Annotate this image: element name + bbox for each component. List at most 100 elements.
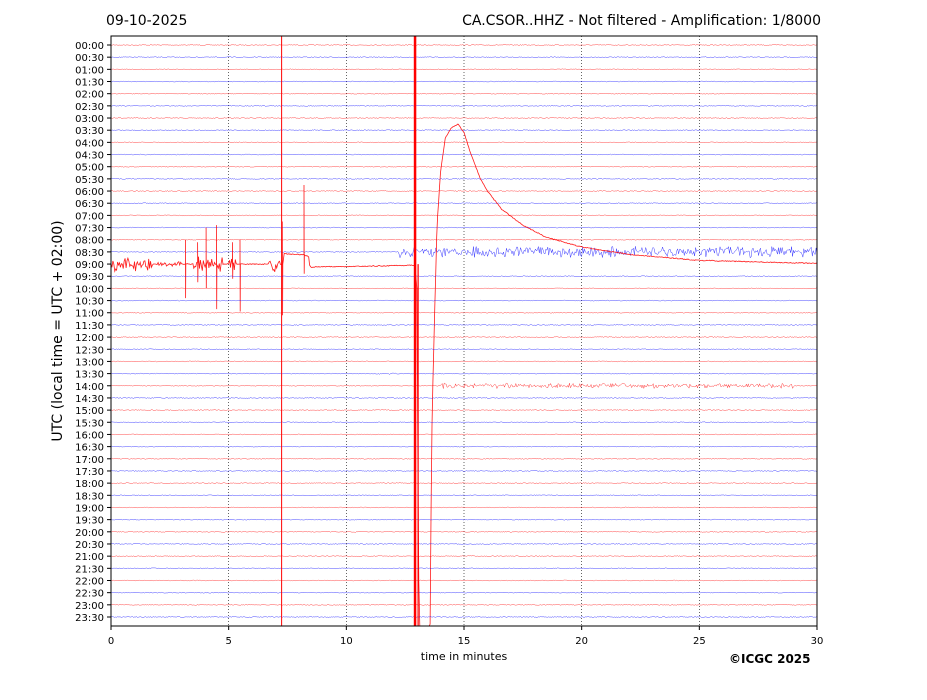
- y-tick-label: 07:00: [75, 211, 104, 222]
- trace-row-0800: [111, 238, 818, 241]
- grid: [228, 36, 700, 626]
- copyright: ©ICGC 2025: [729, 652, 811, 666]
- trace-row-0230: [110, 105, 818, 107]
- y-tick-label: 19:00: [75, 503, 104, 514]
- y-tick-label: 21:30: [75, 564, 104, 575]
- y-tick-label: 01:30: [75, 78, 104, 89]
- y-tick-label: 10:00: [75, 284, 104, 295]
- date-label: 09-10-2025: [106, 13, 187, 29]
- x-tick-label: 5: [225, 636, 231, 647]
- y-tick-label: 03:00: [75, 114, 104, 125]
- y-tick-label: 16:30: [75, 443, 104, 454]
- y-tick-label: 22:00: [75, 576, 104, 587]
- trace-row-0330: [110, 129, 818, 131]
- y-tick-label: 08:00: [75, 236, 104, 247]
- trace-row-0730: [110, 226, 818, 229]
- trace-row-1900: [110, 506, 818, 509]
- trace-row-0830: [110, 245, 818, 259]
- y-tick-label: 14:00: [75, 382, 104, 393]
- trace-row-0500: [110, 165, 818, 168]
- y-tick-label: 11:30: [75, 321, 104, 332]
- trace-row-0100: [110, 68, 818, 71]
- trace-row-2130: [110, 567, 818, 570]
- trace-row-0200: [110, 92, 818, 95]
- trace-row-0000: [110, 44, 818, 46]
- x-axis-label: time in minutes: [421, 650, 508, 663]
- y-tick-label: 07:30: [75, 224, 104, 235]
- y-tick-label: 17:00: [75, 455, 104, 466]
- y-tick-label: 17:30: [75, 467, 104, 478]
- y-tick-label: 05:30: [75, 175, 104, 186]
- y-tick-label: 12:30: [75, 345, 104, 356]
- y-tick-label: 09:00: [75, 260, 104, 271]
- y-tick-label: 19:30: [75, 516, 104, 527]
- trace-row-0300: [110, 117, 818, 119]
- chart-title: CA.CSOR..HHZ - Not filtered - Amplificat…: [462, 13, 821, 29]
- y-tick-label: 09:30: [75, 272, 104, 283]
- y-tick-label: 15:00: [75, 406, 104, 417]
- trace-row-0630: [110, 202, 818, 205]
- trace-row-1330: [110, 372, 818, 375]
- trace-row-2300: [110, 604, 818, 606]
- trace-row-1500: [110, 409, 818, 411]
- y-tick-label: 06:00: [75, 187, 104, 198]
- trace-row-0130: [110, 80, 818, 83]
- trace-row-2030: [110, 543, 818, 545]
- trace-row-0700: [111, 214, 818, 217]
- y-tick-label: 23:00: [75, 601, 104, 612]
- trace-row-1130: [110, 324, 818, 326]
- trace-row-1530: [110, 421, 818, 424]
- trace-row-1300: [110, 360, 818, 363]
- trace-row-0600: [110, 190, 818, 192]
- trace-row-2000: [110, 531, 818, 533]
- y-tick-label: 04:30: [75, 151, 104, 162]
- trace-row-0400: [110, 141, 818, 144]
- trace-row-1700: [110, 457, 818, 460]
- trace-row-2200: [110, 579, 818, 582]
- y-tick-label: 12:00: [75, 333, 104, 344]
- y-tick-label: 04:00: [75, 138, 104, 149]
- x-tick-label: 30: [811, 636, 824, 647]
- trace-row-1830: [110, 494, 818, 497]
- traces: [110, 36, 818, 627]
- trace-row-0930: [110, 275, 818, 278]
- y-tick-label: 06:30: [75, 199, 104, 210]
- trace-row-1930: [110, 518, 818, 521]
- y-tick-label: 22:30: [75, 589, 104, 600]
- y-tick-label: 01:00: [75, 65, 104, 76]
- trace-row-0900: [110, 123, 818, 627]
- trace-row-2230: [110, 591, 818, 594]
- trace-row-1230: [110, 348, 818, 351]
- trace-row-1100: [110, 311, 818, 314]
- y-tick-label: 05:00: [75, 163, 104, 174]
- y-axis-label: UTC (local time = UTC + 02:00): [50, 220, 66, 441]
- x-tick-label: 25: [693, 636, 706, 647]
- trace-row-1400: [110, 382, 818, 390]
- y-tick-label: 13:00: [75, 357, 104, 368]
- y-tick-label: 18:30: [75, 491, 104, 502]
- trace-row-2330: [110, 616, 818, 618]
- y-tick-label: 14:30: [75, 394, 104, 405]
- trace-row-1430: [110, 397, 818, 399]
- trace-row-1030: [110, 299, 818, 302]
- y-tick-label: 15:30: [75, 418, 104, 429]
- trace-row-0530: [110, 178, 818, 180]
- trace-row-2100: [111, 555, 818, 557]
- y-tick-label: 20:00: [75, 528, 104, 539]
- x-tick-label: 0: [108, 636, 114, 647]
- x-tick-label: 15: [458, 636, 471, 647]
- trace-row-0430: [110, 153, 818, 156]
- y-tick-label: 00:00: [75, 41, 104, 52]
- y-tick-label: 18:00: [75, 479, 104, 490]
- y-tick-label: 11:00: [75, 309, 104, 320]
- trace-row-1200: [110, 336, 818, 338]
- y-tick-label: 08:30: [75, 248, 104, 259]
- y-tick-label: 02:30: [75, 102, 104, 113]
- y-tick-label: 03:30: [75, 126, 104, 137]
- y-tick-label: 16:00: [75, 430, 104, 441]
- y-tick-label: 00:30: [75, 53, 104, 64]
- x-tick-label: 20: [575, 636, 588, 647]
- trace-row-0030: [110, 56, 818, 58]
